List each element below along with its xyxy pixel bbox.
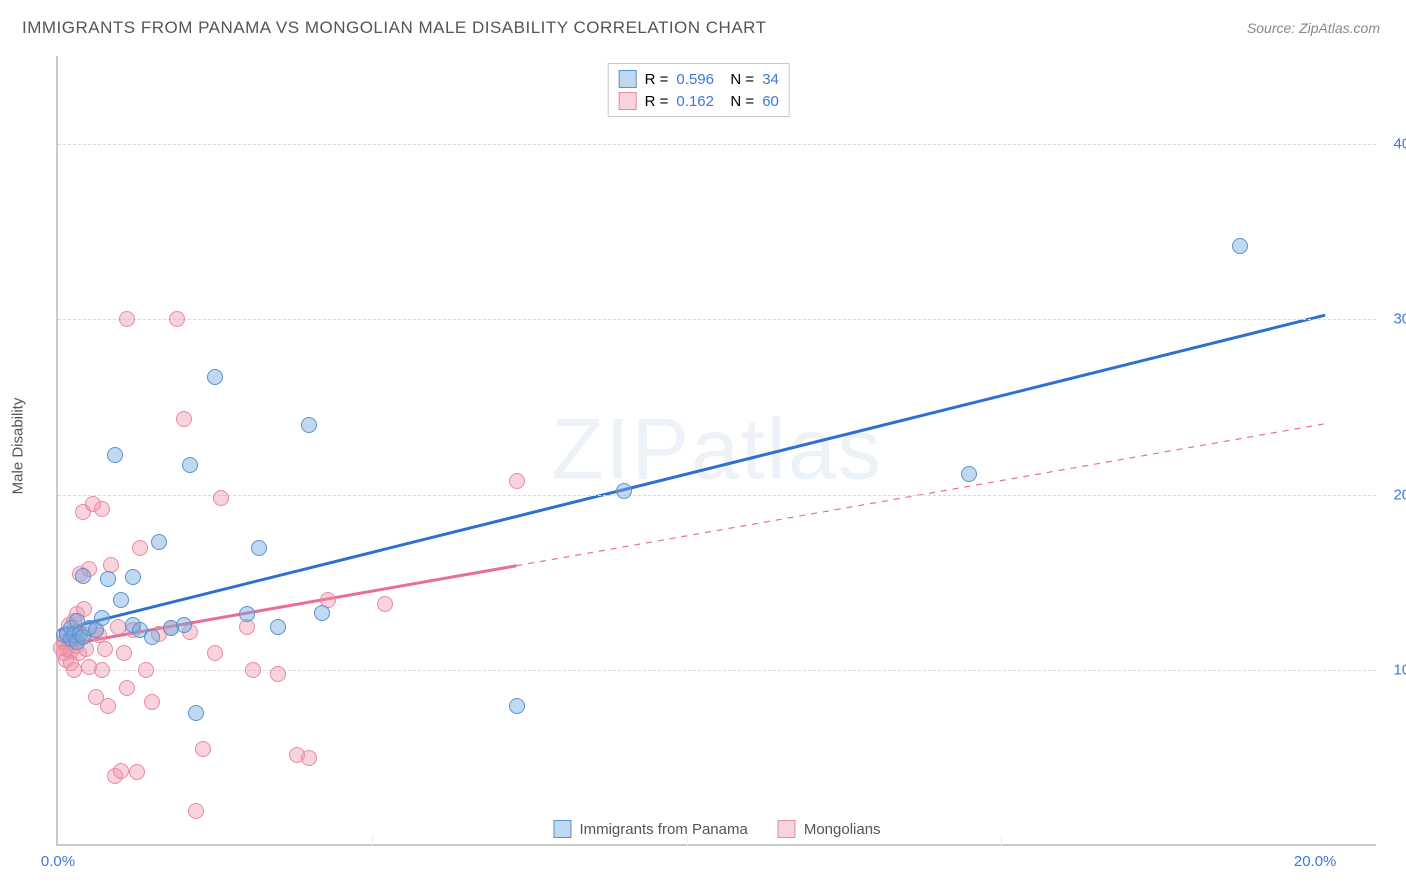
data-point-panama [270, 619, 286, 635]
data-point-panama [125, 569, 141, 585]
y-axis-title: Male Disability [10, 398, 27, 495]
data-point-panama [75, 568, 91, 584]
data-point-panama [251, 540, 267, 556]
data-point-mongolians [270, 666, 286, 682]
legend-label-panama: Immigrants from Panama [579, 821, 747, 838]
plot-area: ZIPatlas R = 0.596 N = 34 R = 0.162 N = … [56, 56, 1376, 846]
data-point-mongolians [195, 741, 211, 757]
legend-label-mongolians: Mongolians [804, 821, 881, 838]
data-point-mongolians [176, 411, 192, 427]
y-tick-label: 10.0% [1381, 662, 1406, 679]
data-point-mongolians [66, 662, 82, 678]
data-point-panama [176, 617, 192, 633]
legend-row-panama: R = 0.596 N = 34 [619, 68, 779, 90]
n-value-mongolians: 60 [762, 93, 779, 110]
data-point-panama [509, 698, 525, 714]
data-point-panama [107, 447, 123, 463]
data-point-panama [961, 466, 977, 482]
data-point-mongolians [94, 501, 110, 517]
data-point-mongolians [94, 662, 110, 678]
swatch-panama [553, 820, 571, 838]
r-value-mongolians: 0.162 [676, 93, 722, 110]
data-point-panama [188, 705, 204, 721]
data-point-panama [314, 605, 330, 621]
r-label: R = [645, 93, 669, 110]
n-value-panama: 34 [762, 71, 779, 88]
source-attribution: Source: ZipAtlas.com [1247, 20, 1380, 36]
data-point-mongolians [169, 311, 185, 327]
data-point-panama [1232, 238, 1248, 254]
y-tick-label: 30.0% [1381, 311, 1406, 328]
correlation-legend: R = 0.596 N = 34 R = 0.162 N = 60 [608, 63, 790, 117]
legend-item-panama: Immigrants from Panama [553, 820, 747, 838]
data-point-panama [113, 592, 129, 608]
data-point-mongolians [110, 619, 126, 635]
data-point-mongolians [377, 596, 393, 612]
legend-item-mongolians: Mongolians [778, 820, 881, 838]
r-value-panama: 0.596 [676, 71, 722, 88]
data-point-mongolians [144, 694, 160, 710]
data-point-mongolians [129, 764, 145, 780]
data-point-mongolians [116, 645, 132, 661]
y-tick-label: 40.0% [1381, 135, 1406, 152]
data-point-mongolians [100, 698, 116, 714]
legend-row-mongolians: R = 0.162 N = 60 [619, 90, 779, 112]
data-point-panama [616, 483, 632, 499]
gridline-horizontal [58, 144, 1376, 145]
data-point-panama [182, 457, 198, 473]
data-point-panama [94, 610, 110, 626]
x-minor-tick [687, 836, 688, 846]
data-point-mongolians [138, 662, 154, 678]
swatch-mongolians [619, 92, 637, 110]
data-point-panama [207, 369, 223, 385]
swatch-panama [619, 70, 637, 88]
data-point-mongolians [301, 750, 317, 766]
data-point-panama [100, 571, 116, 587]
r-label: R = [645, 71, 669, 88]
data-point-panama [301, 417, 317, 433]
data-point-mongolians [113, 763, 129, 779]
x-tick-label: 0.0% [41, 853, 75, 870]
gridline-horizontal [58, 319, 1376, 320]
chart-title: IMMIGRANTS FROM PANAMA VS MONGOLIAN MALE… [22, 18, 767, 38]
watermark: ZIPatlas [551, 401, 882, 500]
x-minor-tick [372, 836, 373, 846]
data-point-mongolians [132, 540, 148, 556]
data-point-panama [151, 534, 167, 550]
data-point-mongolians [245, 662, 261, 678]
x-minor-tick [1001, 836, 1002, 846]
data-point-mongolians [207, 645, 223, 661]
data-point-mongolians [509, 473, 525, 489]
n-label: N = [730, 71, 754, 88]
data-point-mongolians [119, 680, 135, 696]
n-label: N = [730, 93, 754, 110]
gridline-horizontal [58, 495, 1376, 496]
swatch-mongolians [778, 820, 796, 838]
data-point-mongolians [188, 803, 204, 819]
data-point-mongolians [213, 490, 229, 506]
y-tick-label: 20.0% [1381, 486, 1406, 503]
data-point-mongolians [97, 641, 113, 657]
data-point-panama [144, 629, 160, 645]
data-point-panama [239, 606, 255, 622]
trend-lines-layer [58, 56, 1376, 844]
data-point-mongolians [119, 311, 135, 327]
series-legend: Immigrants from Panama Mongolians [547, 820, 886, 838]
x-tick-label: 20.0% [1294, 853, 1337, 870]
